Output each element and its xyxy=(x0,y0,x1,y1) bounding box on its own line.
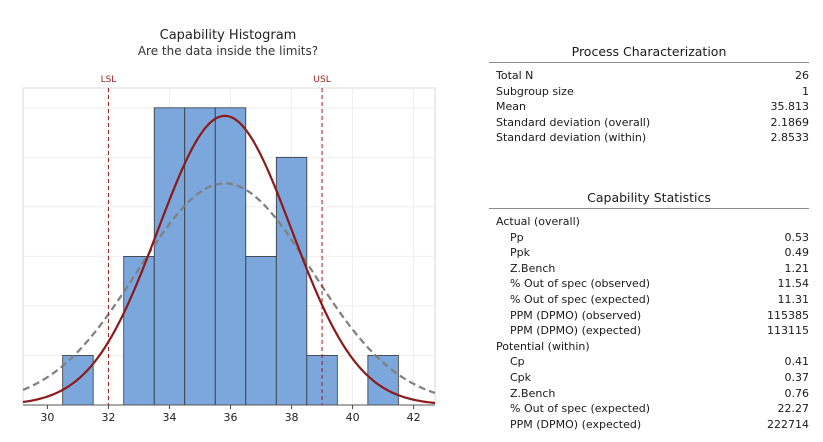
actual-stat-label: % Out of spec (expected) xyxy=(510,292,651,306)
potential-stat-label: Cp xyxy=(510,355,525,369)
potential-stat-row: Z.Bench 0.76 xyxy=(489,386,809,402)
x-tick-label: 42 xyxy=(407,411,421,424)
actual-stat-row: PPM (DPMO) (expected) 113115 xyxy=(489,323,809,339)
actual-stat-value: 11.54 xyxy=(777,277,810,291)
actual-stat-label: PPM (DPMO) (expected) xyxy=(510,324,642,338)
actual-stat-label: Z.Bench xyxy=(510,261,556,275)
capability-statistics-panel: Capability Statistics Actual (overall) P… xyxy=(489,190,809,432)
x-tick-label: 30 xyxy=(40,411,54,424)
actual-stat-value: 113115 xyxy=(767,324,809,338)
histogram-bar xyxy=(153,107,186,406)
process-stat-row: Mean 35.813 xyxy=(489,99,809,115)
x-tick-label: 36 xyxy=(224,411,238,424)
x-tick-label: 38 xyxy=(285,411,299,424)
actual-stat-value: 115385 xyxy=(767,308,809,322)
process-stat-label: Subgroup size xyxy=(496,84,574,98)
capability-histogram-chart: Capability Histogram Are the data inside… xyxy=(22,28,436,424)
potential-stat-value: 0.37 xyxy=(784,370,810,384)
potential-stat-row: % Out of spec (expected) 22.27 xyxy=(489,401,809,417)
chart-title: Capability Histogram xyxy=(160,28,297,43)
overall-normal-curve xyxy=(22,114,436,405)
actual-stat-label: Pp xyxy=(510,230,524,244)
actual-stat-label: % Out of spec (observed) xyxy=(510,277,651,291)
potential-stat-row: Cp 0.41 xyxy=(489,354,809,370)
potential-within-label: Potential (within) xyxy=(496,339,590,353)
x-tick-label: 32 xyxy=(101,411,115,424)
histogram-bar xyxy=(214,107,247,406)
potential-stat-value: 0.76 xyxy=(784,386,810,400)
process-stat-label: Standard deviation (within) xyxy=(496,131,647,145)
within-normal-curve xyxy=(22,182,436,395)
potential-stat-label: Z.Bench xyxy=(510,386,556,400)
process-stat-row: Standard deviation (within) 2.8533 xyxy=(489,130,809,146)
lsl-label: LSL xyxy=(101,75,117,85)
x-tick-label: 40 xyxy=(346,411,360,424)
x-tick-label: 34 xyxy=(162,411,176,424)
histogram-bar xyxy=(275,156,308,406)
potential-stat-row: PPM (DPMO) (expected) 222714 xyxy=(489,417,809,433)
actual-overall-label: Actual (overall) xyxy=(496,215,580,228)
process-characterization-title: Process Characterization xyxy=(489,44,809,63)
potential-stat-row: Cpk 0.37 xyxy=(489,370,809,386)
histogram-bar xyxy=(184,107,216,406)
process-stat-row: Total N 26 xyxy=(489,68,809,84)
actual-stat-row: Pp 0.53 xyxy=(489,230,809,246)
actual-stat-row: % Out of spec (observed) 11.54 xyxy=(489,276,809,292)
actual-stat-value: 1.21 xyxy=(784,261,810,275)
histogram-bar xyxy=(245,256,277,406)
actual-stat-value: 11.31 xyxy=(777,292,810,306)
process-stat-label: Total N xyxy=(496,69,534,82)
process-stat-row: Standard deviation (overall) 2.1869 xyxy=(489,115,809,131)
actual-stat-row: Ppk 0.49 xyxy=(489,245,809,261)
potential-stat-value: 222714 xyxy=(767,417,809,431)
actual-stat-row: % Out of spec (expected) 11.31 xyxy=(489,292,809,308)
process-stat-label: Standard deviation (overall) xyxy=(496,115,651,129)
potential-stat-label: Cpk xyxy=(510,370,532,384)
actual-stat-value: 0.53 xyxy=(784,230,810,244)
capability-statistics-title: Capability Statistics xyxy=(489,190,809,209)
actual-stat-label: PPM (DPMO) (observed) xyxy=(510,308,642,322)
process-characterization-panel: Process Characterization Total N 26 Subgro… xyxy=(489,44,809,146)
process-stat-value: 35.813 xyxy=(770,100,810,114)
process-stat-value: 26 xyxy=(795,69,809,82)
process-stat-label: Mean xyxy=(496,100,526,114)
chart-subtitle: Are the data inside the limits? xyxy=(138,44,318,58)
actual-stat-row: Z.Bench 1.21 xyxy=(489,261,809,277)
process-stat-value: 2.8533 xyxy=(770,131,810,145)
actual-stat-label: Ppk xyxy=(510,246,530,260)
potential-stat-value: 22.27 xyxy=(777,402,810,416)
usl-label: USL xyxy=(313,75,330,85)
potential-stat-value: 0.41 xyxy=(784,355,810,369)
actual-stat-row: PPM (DPMO) (observed) 115385 xyxy=(489,308,809,324)
process-stat-value: 2.1869 xyxy=(770,115,810,129)
potential-stat-label: PPM (DPMO) (expected) xyxy=(510,417,642,431)
potential-stat-label: % Out of spec (expected) xyxy=(510,402,651,416)
process-stat-value: 1 xyxy=(802,84,809,98)
process-stat-row: Subgroup size 1 xyxy=(489,84,809,100)
actual-stat-value: 0.49 xyxy=(784,246,810,260)
